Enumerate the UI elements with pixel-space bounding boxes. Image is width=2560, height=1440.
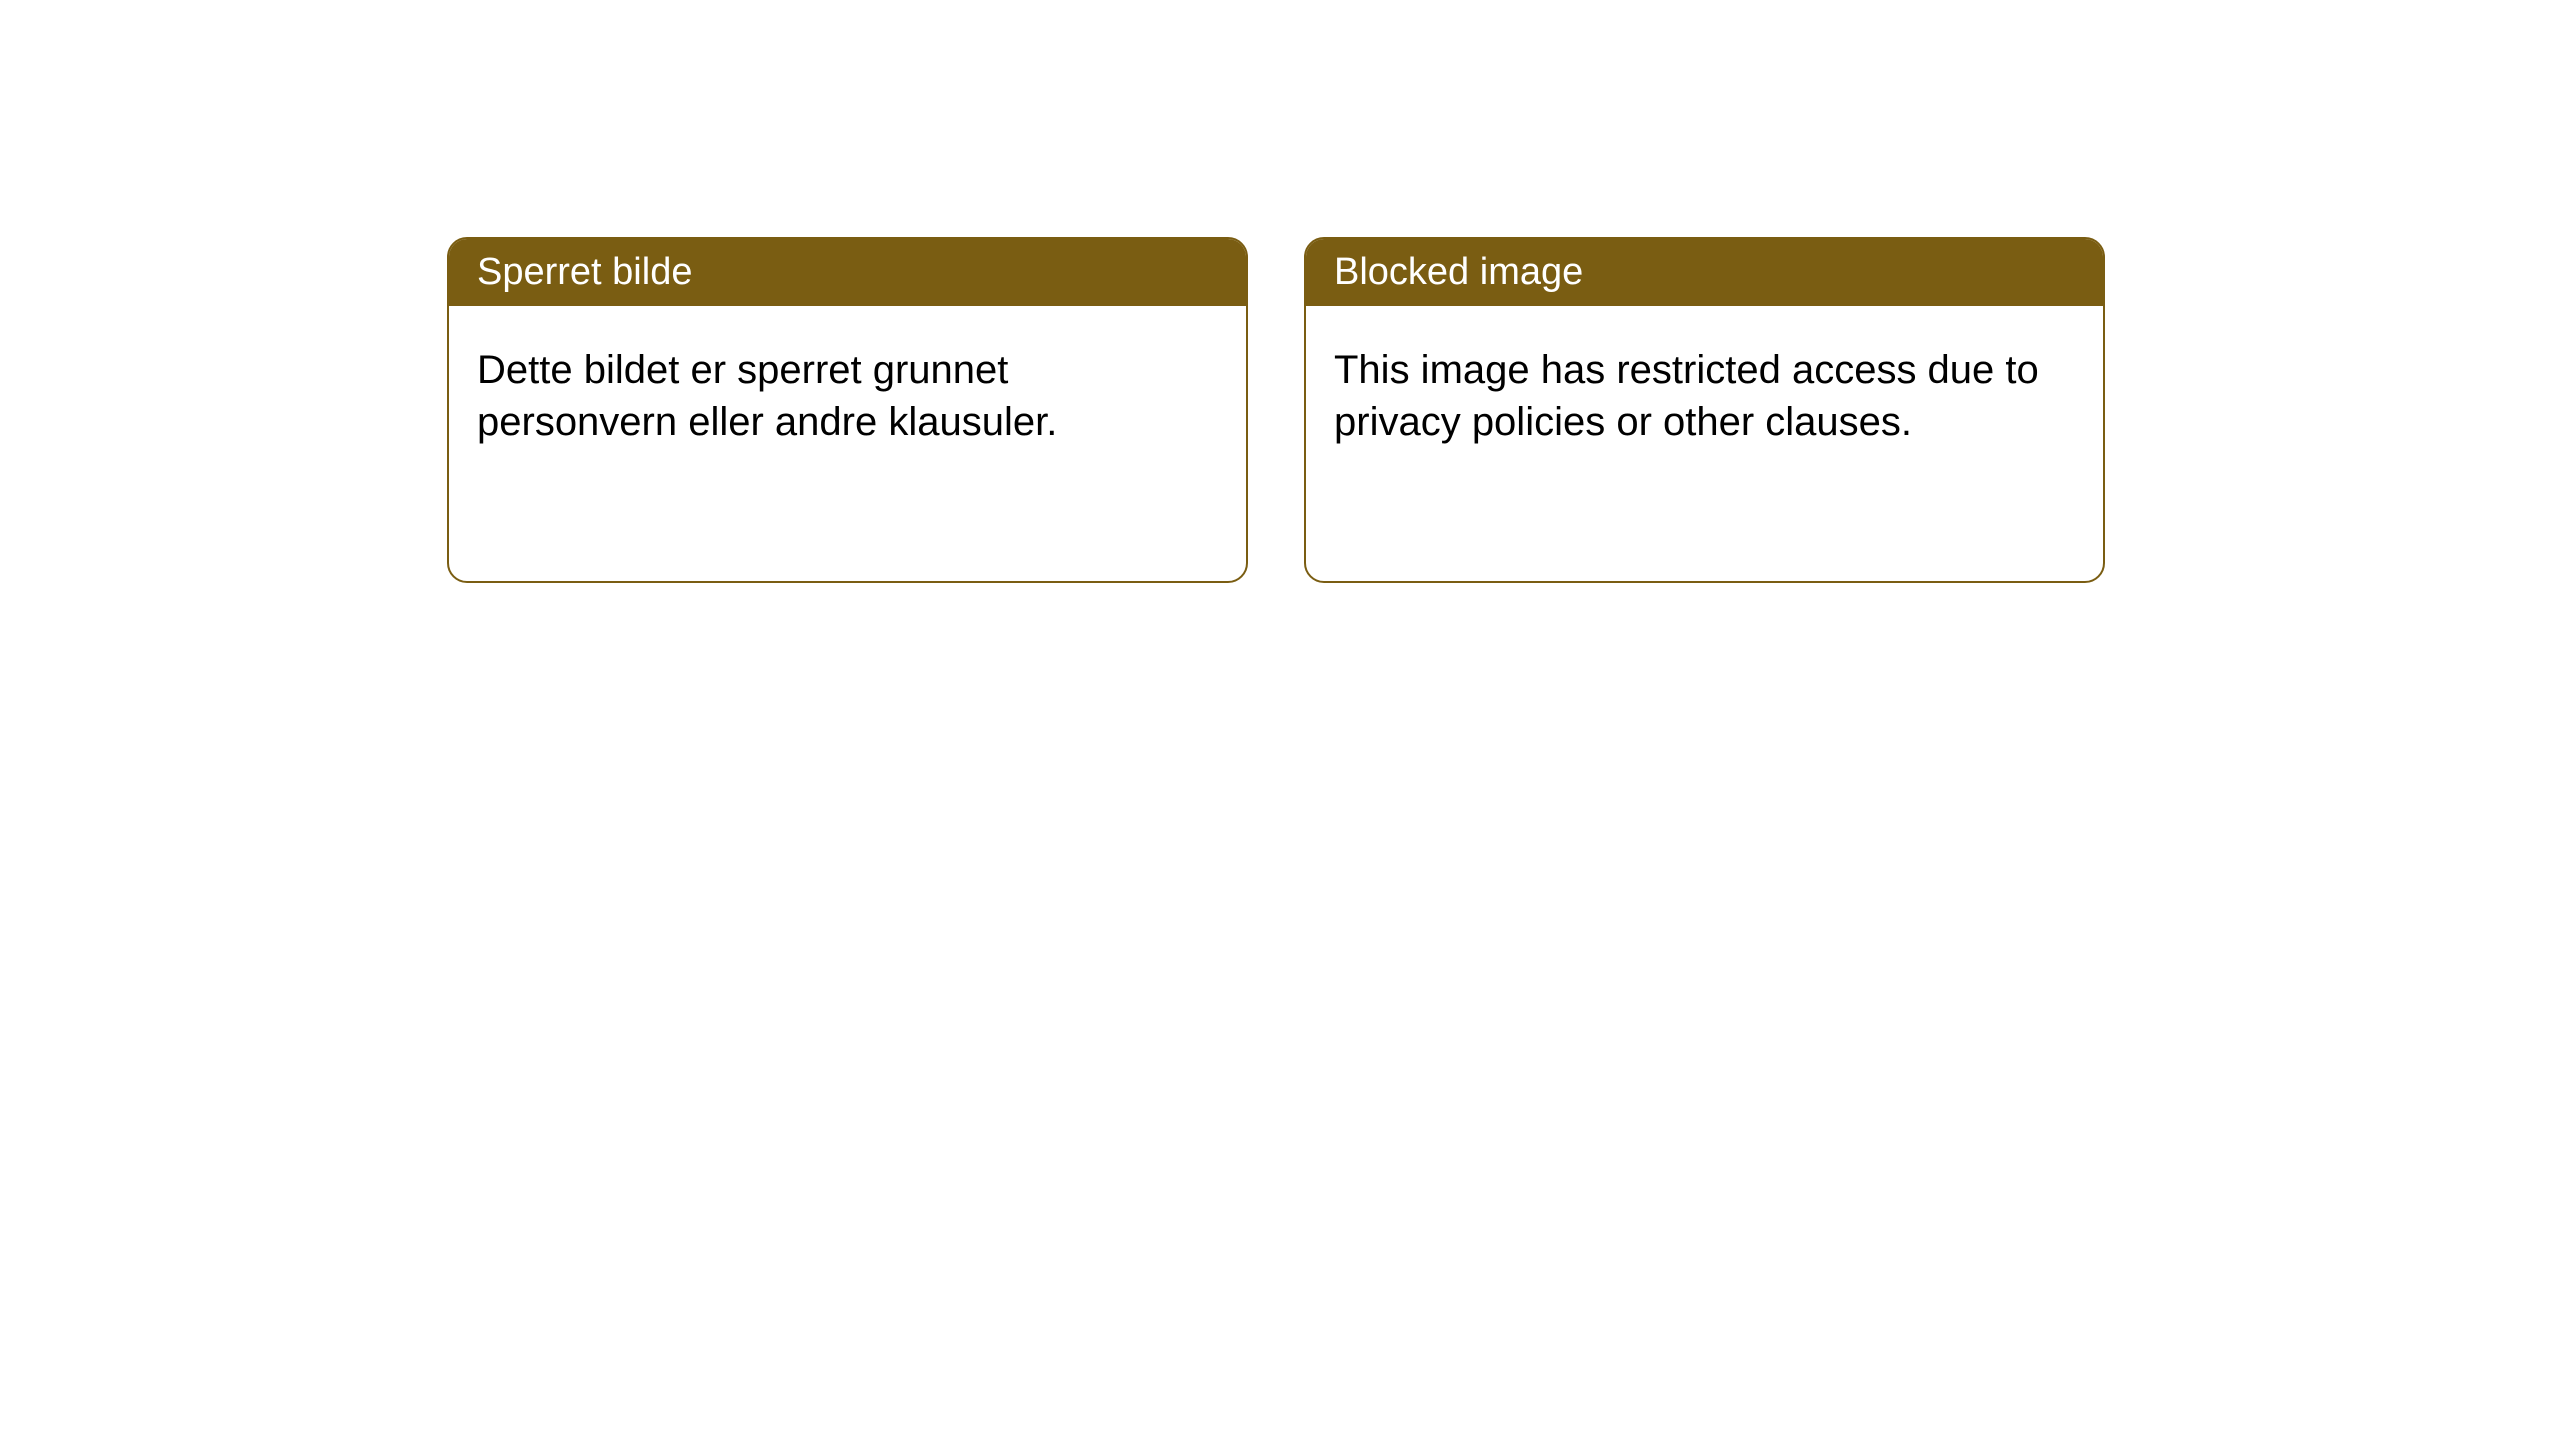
card-body: Dette bildet er sperret grunnet personve…: [449, 306, 1246, 581]
blocked-image-card-norwegian: Sperret bilde Dette bildet er sperret gr…: [447, 237, 1248, 583]
card-body-text: Dette bildet er sperret grunnet personve…: [477, 348, 1057, 444]
card-title: Sperret bilde: [477, 251, 692, 293]
card-title: Blocked image: [1334, 251, 1583, 293]
blocked-image-card-english: Blocked image This image has restricted …: [1304, 237, 2105, 583]
card-body: This image has restricted access due to …: [1306, 306, 2103, 581]
card-body-text: This image has restricted access due to …: [1334, 348, 2039, 444]
card-header: Blocked image: [1306, 239, 2103, 306]
blocked-image-cards: Sperret bilde Dette bildet er sperret gr…: [447, 237, 2105, 583]
card-header: Sperret bilde: [449, 239, 1246, 306]
